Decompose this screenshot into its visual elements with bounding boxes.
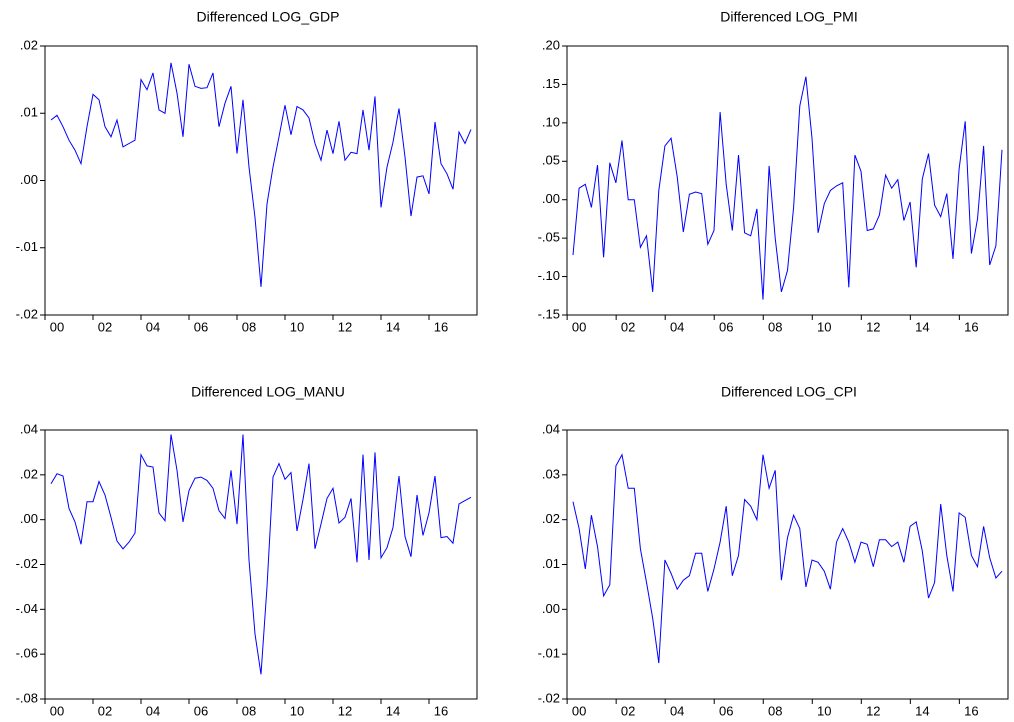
y-tick-label: -.01 (538, 646, 560, 661)
x-tick-label: 00 (572, 703, 586, 718)
data-line (572, 76, 1003, 300)
y-tick-label: .00 (20, 172, 38, 187)
x-tick-label: 12 (866, 703, 880, 718)
x-tick-label: 04 (146, 319, 160, 334)
x-tick-label: 14 (386, 703, 400, 718)
y-tick-label: .05 (542, 153, 560, 168)
x-tick-label: 04 (670, 319, 684, 334)
x-tick-label: 10 (817, 319, 831, 334)
y-tick-label: -.10 (538, 268, 560, 283)
y-tick-label: .01 (20, 105, 38, 120)
y-tick-label: -.01 (16, 239, 38, 254)
y-tick-label: .15 (542, 76, 560, 91)
chart-title: Differenced LOG_GDP (197, 9, 340, 25)
x-tick-label: 10 (290, 703, 304, 718)
y-tick-label: .03 (542, 466, 560, 481)
x-tick-label: 04 (670, 703, 684, 718)
x-tick-label: 10 (817, 703, 831, 718)
x-tick-label: 02 (98, 319, 112, 334)
x-tick-label: 10 (290, 319, 304, 334)
y-tick-label: -.15 (538, 306, 560, 321)
x-tick-label: 02 (621, 703, 635, 718)
plot-frame (566, 45, 1009, 316)
data-line (50, 62, 472, 287)
y-tick-label: -.02 (16, 306, 38, 321)
chart-title: Differenced LOG_PMI (720, 9, 857, 25)
y-tick-label: .02 (20, 466, 38, 481)
x-tick-label: 16 (964, 319, 978, 334)
x-tick-label: 14 (915, 319, 929, 334)
x-tick-label: 12 (338, 319, 352, 334)
x-tick-label: 06 (194, 319, 208, 334)
x-tick-label: 02 (98, 703, 112, 718)
x-tick-label: 08 (242, 319, 256, 334)
y-tick-label: -.02 (538, 690, 560, 705)
y-tick-label: .04 (20, 421, 38, 436)
y-tick-label: .04 (542, 421, 560, 436)
x-tick-label: 12 (866, 319, 880, 334)
data-line (572, 453, 1003, 664)
data-line (50, 434, 472, 675)
y-tick-label: .00 (542, 191, 560, 206)
y-tick-label: -.02 (16, 556, 38, 571)
y-tick-label: .01 (542, 556, 560, 571)
x-tick-label: 06 (194, 703, 208, 718)
y-tick-label: -.05 (538, 230, 560, 245)
x-tick-label: 08 (768, 319, 782, 334)
x-tick-label: 00 (50, 319, 64, 334)
x-tick-label: 08 (242, 703, 256, 718)
plot-frame (44, 429, 478, 700)
y-tick-label: .02 (20, 37, 38, 52)
x-tick-label: 08 (768, 703, 782, 718)
x-tick-label: 14 (915, 703, 929, 718)
plot-frame (44, 45, 478, 316)
x-tick-label: 06 (719, 703, 733, 718)
y-tick-label: .02 (542, 511, 560, 526)
y-tick-label: -.08 (16, 690, 38, 705)
y-tick-label: .10 (542, 114, 560, 129)
y-tick-label: .00 (20, 511, 38, 526)
x-tick-label: 04 (146, 703, 160, 718)
x-tick-label: 16 (434, 703, 448, 718)
plot-frame (566, 429, 1009, 700)
x-tick-label: 12 (338, 703, 352, 718)
x-tick-label: 16 (964, 703, 978, 718)
x-tick-label: 00 (50, 703, 64, 718)
x-tick-label: 14 (386, 319, 400, 334)
x-tick-label: 02 (621, 319, 635, 334)
x-tick-label: 06 (719, 319, 733, 334)
y-tick-label: .20 (542, 37, 560, 52)
x-tick-label: 00 (572, 319, 586, 334)
chart-title: Differenced LOG_MANU (191, 384, 345, 400)
y-tick-label: -.06 (16, 646, 38, 661)
chart-title: Differenced LOG_CPI (721, 384, 857, 400)
y-tick-label: .00 (542, 601, 560, 616)
x-tick-label: 16 (434, 319, 448, 334)
y-tick-label: -.04 (16, 601, 38, 616)
